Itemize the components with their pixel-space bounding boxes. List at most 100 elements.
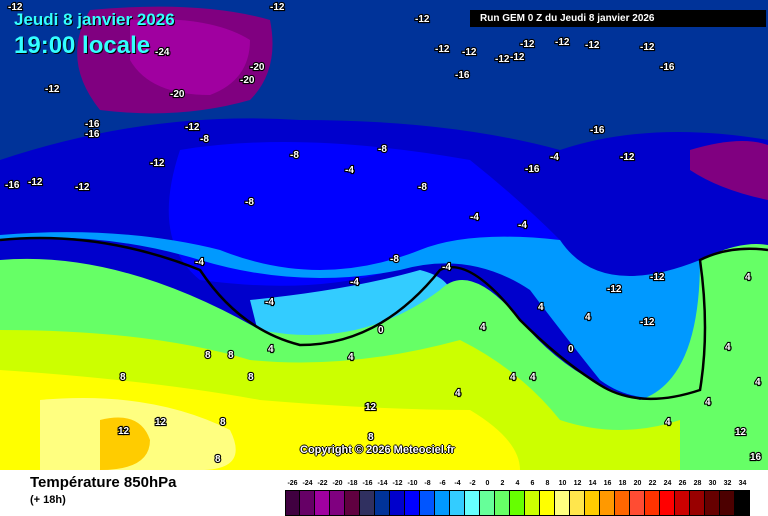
legend-step: 30 (705, 478, 720, 516)
legend-step: -2 (465, 478, 480, 516)
legend-swatch (615, 490, 630, 516)
legend-swatch (450, 490, 465, 516)
contour-label: -12 (555, 37, 570, 48)
contour-label: -12 (520, 39, 535, 50)
legend-label: -26 (287, 480, 298, 487)
contour-label: -16 (85, 129, 100, 140)
contour-label: 8 (120, 372, 126, 383)
contour-label: 4 (725, 342, 731, 353)
contour-label: -4 (345, 165, 354, 176)
legend-step: 20 (630, 478, 645, 516)
legend-step: 26 (675, 478, 690, 516)
legend-step: -6 (435, 478, 450, 516)
legend-step: -26 (285, 478, 300, 516)
legend-label: 20 (633, 480, 642, 487)
contour-label: -12 (270, 2, 285, 13)
contour-label: 4 (585, 312, 591, 323)
legend-label: 0 (485, 480, 490, 487)
legend-step: -20 (330, 478, 345, 516)
contour-label: 4 (538, 302, 544, 313)
legend-swatch (660, 490, 675, 516)
legend-swatch (540, 490, 555, 516)
contour-label: 12 (155, 417, 167, 428)
legend-step: -14 (375, 478, 390, 516)
legend-swatch (570, 490, 585, 516)
contour-label: -20 (170, 89, 185, 100)
contour-label: -8 (290, 150, 299, 161)
contour-label: -8 (378, 144, 387, 155)
legend-swatch (705, 490, 720, 516)
contour-label: 8 (248, 372, 254, 383)
contour-label: 0 (378, 325, 384, 336)
legend-step: -24 (300, 478, 315, 516)
legend-swatch (735, 490, 750, 516)
legend-swatch (585, 490, 600, 516)
legend-swatch (600, 490, 615, 516)
legend-step: 34 (735, 478, 750, 516)
legend-step: -12 (390, 478, 405, 516)
contour-label: -12 (640, 317, 655, 328)
legend-swatch (285, 490, 300, 516)
legend-swatch (720, 490, 735, 516)
contour-label: -20 (250, 62, 265, 73)
legend-label: -24 (302, 480, 313, 487)
contour-label: -12 (28, 177, 43, 188)
legend-label: 8 (545, 480, 550, 487)
contour-label: 4 (510, 372, 516, 383)
legend-step: 2 (495, 478, 510, 516)
legend-step: 6 (525, 478, 540, 516)
legend-step: 32 (720, 478, 735, 516)
contour-label: -24 (155, 47, 170, 58)
copyright: Copyright © 2026 Meteociel.fr (300, 444, 455, 456)
contour-label: -8 (418, 182, 427, 193)
legend-step: 28 (690, 478, 705, 516)
contour-label: 4 (268, 344, 274, 355)
contour-label: -12 (607, 284, 622, 295)
contour-label: -12 (415, 14, 430, 25)
legend-swatch (675, 490, 690, 516)
legend-label: 24 (663, 480, 672, 487)
legend-step: 18 (615, 478, 630, 516)
legend-swatch (645, 490, 660, 516)
contour-label: -4 (550, 152, 559, 163)
contour-label: -4 (195, 257, 204, 268)
legend-step: -22 (315, 478, 330, 516)
contour-label: 8 (205, 350, 211, 361)
legend-step: 24 (660, 478, 675, 516)
zone-purple-east (690, 141, 768, 200)
legend-swatch (630, 490, 645, 516)
contour-label: -20 (240, 75, 255, 86)
legend-label: 6 (530, 480, 535, 487)
contour-label: 8 (220, 417, 226, 428)
legend-label: 22 (648, 480, 657, 487)
legend-swatch (360, 490, 375, 516)
legend-swatch (330, 490, 345, 516)
legend-label: 10 (558, 480, 567, 487)
contour-label: -16 (525, 164, 540, 175)
legend-swatch (525, 490, 540, 516)
contour-label: -12 (495, 54, 510, 65)
contour-label: -16 (660, 62, 675, 73)
legend-step: 16 (600, 478, 615, 516)
contour-label: 4 (755, 377, 761, 388)
contour-label: -16 (455, 70, 470, 81)
parameter-title: Température 850hPa (30, 474, 177, 491)
legend-swatch (510, 490, 525, 516)
lead-time: (+ 18h) (30, 494, 66, 506)
contour-label: 8 (228, 350, 234, 361)
map-time: 19:00 locale (14, 32, 151, 59)
temperature-map: -12 -24 -20 -20 -20 -12 -16 -16 -12 -12 -8 -16 -12 -8… (0, 0, 768, 470)
legend-step: -10 (405, 478, 420, 516)
zone-light-blue (0, 232, 710, 398)
contour-label: 4 (745, 272, 751, 283)
legend-step: 12 (570, 478, 585, 516)
contour-label: 4 (348, 352, 354, 363)
legend-label: -20 (332, 480, 343, 487)
legend-swatch (375, 490, 390, 516)
legend-label: 30 (708, 480, 717, 487)
contour-label: 12 (365, 402, 377, 413)
contour-label: -12 (8, 2, 23, 13)
contour-label: 4 (480, 322, 486, 333)
contour-label: -12 (150, 158, 165, 169)
legend-step: 4 (510, 478, 525, 516)
